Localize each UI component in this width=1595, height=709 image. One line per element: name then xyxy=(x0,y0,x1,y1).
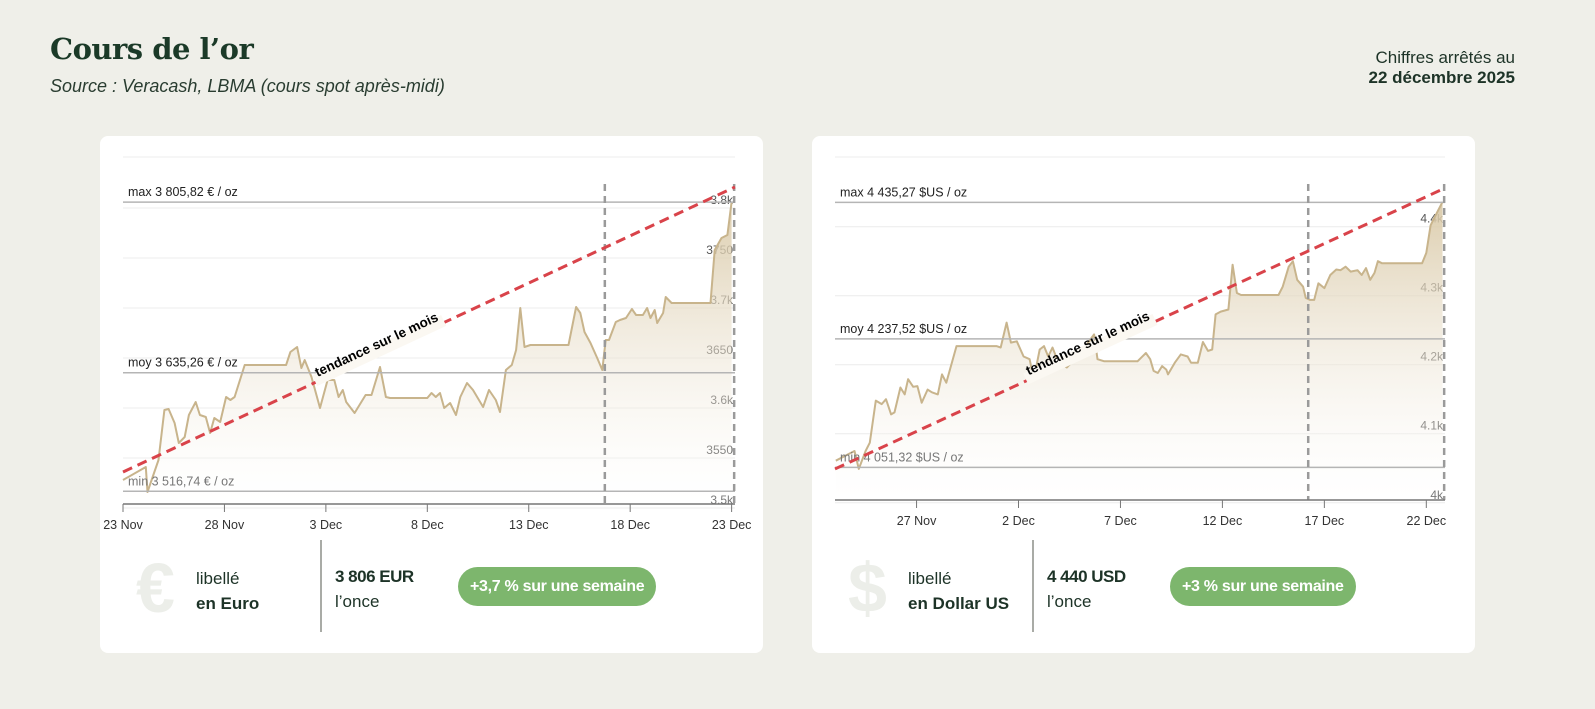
x-tick-label: 23 Nov xyxy=(103,518,143,532)
x-tick-label: 17 Dec xyxy=(1305,514,1345,528)
trend-label-background xyxy=(312,315,447,386)
price-value: 4 440 USD xyxy=(1047,567,1126,586)
price-block: 3 806 EUR l’once xyxy=(335,564,414,614)
label-line1: libellé xyxy=(196,569,240,588)
x-tick-label: 13 Dec xyxy=(509,518,549,532)
label-line2: en Euro xyxy=(196,594,260,613)
currency-label: libellé en Dollar US xyxy=(908,566,1009,616)
price-area xyxy=(835,201,1443,500)
x-tick-label: 27 Nov xyxy=(897,514,937,528)
card-euro: 3.8k37503.7k36503.6k35503.5kmax 3 805,82… xyxy=(100,136,763,653)
trend-label: tendance sur le mois xyxy=(312,309,440,379)
divider xyxy=(1032,540,1034,632)
price-block: 4 440 USD l’once xyxy=(1047,564,1126,614)
x-tick-label: 3 Dec xyxy=(310,518,343,532)
reference-label: max 4 435,27 $US / oz xyxy=(840,185,967,199)
y-tick-label: 3.8k xyxy=(710,193,734,207)
page-title: Cours de l’or xyxy=(50,32,254,66)
euro-icon: € xyxy=(136,549,175,627)
x-tick-label: 7 Dec xyxy=(1104,514,1137,528)
dollar-icon: $ xyxy=(848,549,887,627)
x-tick-label: 12 Dec xyxy=(1203,514,1243,528)
as-of-label: Chiffres arrêtés au xyxy=(1375,48,1515,67)
as-of-value: 22 décembre 2025 xyxy=(1368,68,1516,87)
card-dollar: 4.4k4.3k4.2k4.1k4kmax 4 435,27 $US / ozm… xyxy=(812,136,1475,653)
page-subtitle: Source : Veracash, LBMA (cours spot aprè… xyxy=(50,76,445,96)
weekly-change-badge: +3 % sur une semaine xyxy=(1170,567,1356,606)
x-tick-label: 28 Nov xyxy=(205,518,245,532)
as-of-date: Chiffres arrêtés au 22 décembre 2025 xyxy=(1369,48,1516,88)
x-tick-label: 23 Dec xyxy=(712,518,752,532)
info-dollar: $ libellé en Dollar US 4 440 USD l’once … xyxy=(812,540,1475,650)
reference-label: moy 4 237,52 $US / oz xyxy=(840,322,967,336)
info-euro: € libellé en Euro 3 806 EUR l’once +3,7 … xyxy=(100,540,763,650)
price-unit: l’once xyxy=(1047,592,1092,611)
trend-label-background xyxy=(1023,313,1158,385)
x-tick-label: 2 Dec xyxy=(1002,514,1035,528)
x-tick-label: 22 Dec xyxy=(1407,514,1447,528)
x-tick-label: 8 Dec xyxy=(411,518,444,532)
label-line1: libellé xyxy=(908,569,952,588)
reference-label: max 3 805,82 € / oz xyxy=(128,185,238,199)
label-line2: en Dollar US xyxy=(908,594,1010,613)
reference-label: min 3 516,74 € / oz xyxy=(128,474,234,488)
price-area xyxy=(123,202,732,504)
x-tick-label: 18 Dec xyxy=(610,518,650,532)
reference-label: min 4 051,32 $US / oz xyxy=(840,450,964,464)
weekly-change-badge: +3,7 % sur une semaine xyxy=(458,567,657,606)
price-value: 3 806 EUR xyxy=(335,567,414,586)
price-line xyxy=(835,201,1444,470)
chart-dollar: 4.4k4.3k4.2k4.1k4kmax 4 435,27 $US / ozm… xyxy=(834,156,1447,528)
reference-label: moy 3 635,26 € / oz xyxy=(128,356,238,370)
price-unit: l’once xyxy=(335,592,380,611)
price-line xyxy=(122,201,733,493)
currency-label: libellé en Euro xyxy=(196,566,259,616)
chart-euro: 3.8k37503.7k36503.6k35503.5kmax 3 805,82… xyxy=(103,156,752,532)
divider xyxy=(320,540,322,632)
